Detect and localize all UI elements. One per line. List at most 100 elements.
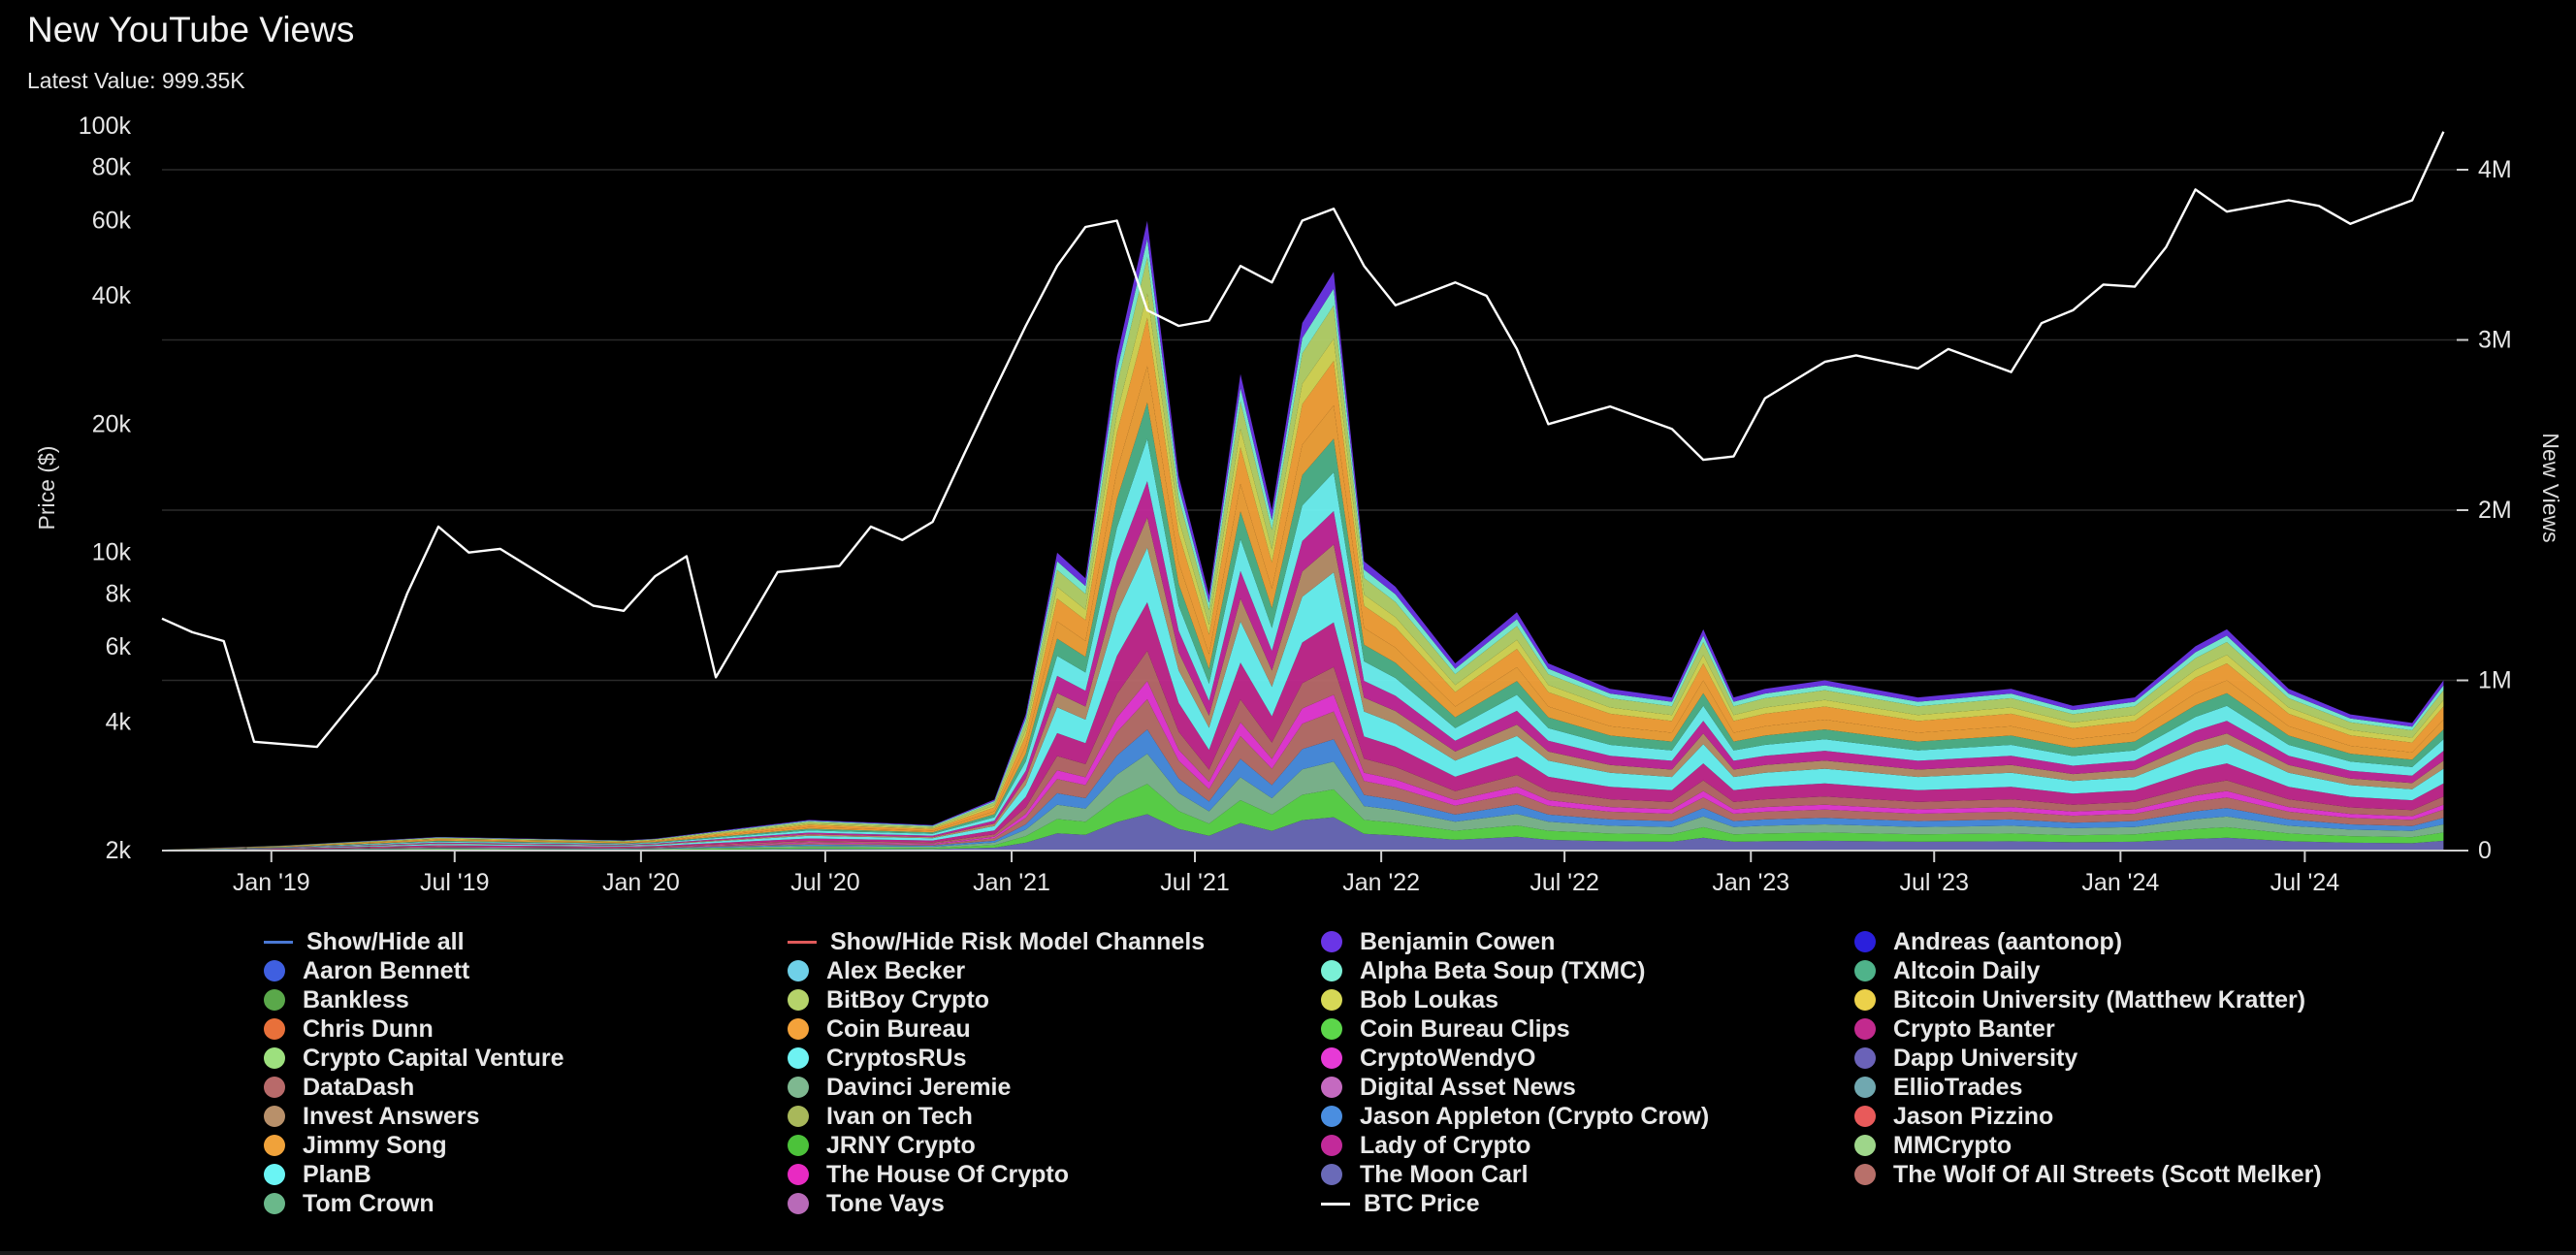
legend-item-the-wolf-of-all-streets-scott-melker[interactable]: The Wolf Of All Streets (Scott Melker) bbox=[1854, 1160, 2322, 1189]
legend-item-lady-of-crypto[interactable]: Lady of Crypto bbox=[1321, 1131, 1530, 1160]
legend-item-datadash[interactable]: DataDash bbox=[264, 1073, 414, 1102]
legend-item-show-hide-all[interactable]: Show/Hide all bbox=[264, 927, 465, 956]
x-tick-label: Jul '24 bbox=[2270, 869, 2340, 896]
legend-item-dapp-university[interactable]: Dapp University bbox=[1854, 1044, 2077, 1073]
legend-item-davinci-jeremie[interactable]: Davinci Jeremie bbox=[788, 1073, 1011, 1102]
x-tick-label: Jan '20 bbox=[602, 869, 680, 896]
legend-item-the-moon-carl[interactable]: The Moon Carl bbox=[1321, 1160, 1529, 1189]
legend-dot-icon bbox=[788, 989, 809, 1011]
x-axis: Jan '19 Jul '19 Jan '20 Jul '20 Jan '21 Jul '… bbox=[162, 850, 2457, 896]
area-cryptowendyo[interactable] bbox=[162, 681, 2444, 851]
legend-item-crypto-banter[interactable]: Crypto Banter bbox=[1854, 1014, 2055, 1044]
legend-item-cryptosrus[interactable]: CryptosRUs bbox=[788, 1044, 966, 1073]
legend-item-alex-becker[interactable]: Alex Becker bbox=[788, 956, 965, 985]
legend-item-andreas-aantonop[interactable]: Andreas (aantonop) bbox=[1854, 927, 2122, 956]
legend-item-jrny-crypto[interactable]: JRNY Crypto bbox=[788, 1131, 976, 1160]
legend-label: Coin Bureau bbox=[826, 1014, 971, 1043]
legend-dot-icon bbox=[788, 1135, 809, 1156]
area-jason-appleton-crypto-crow-[interactable] bbox=[162, 729, 2444, 851]
legend-item-invest-answers[interactable]: Invest Answers bbox=[264, 1102, 479, 1131]
legend-item-alpha-beta-soup-txmc[interactable]: Alpha Beta Soup (TXMC) bbox=[1321, 956, 1645, 985]
legend-label: Benjamin Cowen bbox=[1360, 927, 1556, 955]
legend-item-jason-pizzino[interactable]: Jason Pizzino bbox=[1854, 1102, 2053, 1131]
y-right-tick-label: 4M bbox=[2478, 156, 2512, 183]
legend-item-cryptowendyo[interactable]: CryptoWendyO bbox=[1321, 1044, 1536, 1073]
y-left-tick-label: 80k bbox=[92, 154, 132, 181]
legend-label: Chris Dunn bbox=[303, 1014, 434, 1043]
legend-label: Coin Bureau Clips bbox=[1360, 1014, 1570, 1043]
area-benjamin-cowen[interactable] bbox=[162, 220, 2444, 851]
area-lady-of-crypto[interactable] bbox=[162, 481, 2444, 851]
legend-item-show-hide-risk-model-channels[interactable]: Show/Hide Risk Model Channels bbox=[788, 927, 1205, 956]
area-coin-bureau[interactable] bbox=[162, 317, 2444, 851]
x-tick-label: Jan '22 bbox=[1342, 869, 1420, 896]
latest-value-label: Latest Value: 999.35K bbox=[27, 68, 245, 93]
legend-item-bitcoin-university-matthew-kratter[interactable]: Bitcoin University (Matthew Kratter) bbox=[1854, 985, 2305, 1014]
area-bob-loukas[interactable] bbox=[162, 293, 2444, 851]
legend-label: Bitcoin University (Matthew Kratter) bbox=[1893, 985, 2306, 1014]
legend-dot-icon bbox=[1854, 1135, 1876, 1156]
legend-label: BitBoy Crypto bbox=[826, 985, 990, 1014]
legend-item-btc-price[interactable]: BTC Price bbox=[1321, 1189, 1479, 1218]
legend-dot-icon bbox=[1321, 1135, 1342, 1156]
legend-item-coin-bureau-clips[interactable]: Coin Bureau Clips bbox=[1321, 1014, 1570, 1044]
area-crypto-banter[interactable] bbox=[162, 602, 2444, 851]
area-altcoin-daily[interactable] bbox=[162, 402, 2444, 851]
area-coin-bureau-clips[interactable] bbox=[162, 784, 2444, 851]
legend-item-ivan-on-tech[interactable]: Ivan on Tech bbox=[788, 1102, 973, 1131]
btc-price-path[interactable] bbox=[161, 131, 2445, 749]
y-left-tick-label: 4k bbox=[106, 709, 132, 736]
legend-item-bob-loukas[interactable]: Bob Loukas bbox=[1321, 985, 1498, 1014]
legend-item-jimmy-song[interactable]: Jimmy Song bbox=[264, 1131, 447, 1160]
legend-label: Ivan on Tech bbox=[826, 1102, 973, 1130]
legend-item-planb[interactable]: PlanB bbox=[264, 1160, 371, 1189]
stacked-views-areas[interactable] bbox=[162, 220, 2444, 852]
x-tick-label: Jul '22 bbox=[1530, 869, 1598, 896]
legend-dot-icon bbox=[264, 1077, 285, 1098]
chart-svg[interactable]: Jan '19 Jul '19 Jan '20 Jul '20 Jan '21 Jul '… bbox=[0, 0, 2576, 921]
legend-item-altcoin-daily[interactable]: Altcoin Daily bbox=[1854, 956, 2040, 985]
legend-item-tone-vays[interactable]: Tone Vays bbox=[788, 1189, 945, 1218]
legend-item-benjamin-cowen[interactable]: Benjamin Cowen bbox=[1321, 927, 1555, 956]
legend-item-bitboy-crypto[interactable]: BitBoy Crypto bbox=[788, 985, 989, 1014]
legend-item-tom-crown[interactable]: Tom Crown bbox=[264, 1189, 435, 1218]
legend-item-the-house-of-crypto[interactable]: The House Of Crypto bbox=[788, 1160, 1069, 1189]
legend-label: Altcoin Daily bbox=[1893, 956, 2041, 984]
legend-item-mmcrypto[interactable]: MMCrypto bbox=[1854, 1131, 2012, 1160]
legend-dot-icon bbox=[1321, 1106, 1342, 1127]
area-the-wolf-of-all-streets-scott-melker-[interactable] bbox=[162, 698, 2444, 851]
area-alpha-beta-soup-txmc-[interactable] bbox=[162, 239, 2444, 851]
legend-label: Tone Vays bbox=[826, 1189, 945, 1217]
y-left-tick-label: 40k bbox=[92, 282, 132, 309]
y-left-tick-label: 20k bbox=[92, 410, 132, 437]
legend-item-bankless[interactable]: Bankless bbox=[264, 985, 409, 1014]
legend-item-crypto-capital-venture[interactable]: Crypto Capital Venture bbox=[264, 1044, 564, 1073]
legend-line-icon bbox=[264, 940, 293, 944]
area-davinci-jeremie[interactable] bbox=[162, 754, 2444, 851]
area-invest-answers[interactable] bbox=[162, 517, 2444, 851]
legend-item-jason-appleton-crypto-crow[interactable]: Jason Appleton (Crypto Crow) bbox=[1321, 1102, 1709, 1131]
legend-label: The House Of Crypto bbox=[826, 1160, 1070, 1188]
legend-dot-icon bbox=[264, 1047, 285, 1069]
legend-item-elliotrades[interactable]: EllioTrades bbox=[1854, 1073, 2022, 1102]
btc-price-line[interactable] bbox=[161, 131, 2445, 749]
legend-item-coin-bureau[interactable]: Coin Bureau bbox=[788, 1014, 971, 1044]
x-tick-label: Jan '23 bbox=[1712, 869, 1789, 896]
area-jimmy-song[interactable] bbox=[162, 366, 2444, 851]
area-cryptosrus[interactable] bbox=[162, 438, 2444, 851]
area-planb[interactable] bbox=[162, 547, 2444, 851]
area-bitboy-crypto[interactable] bbox=[162, 257, 2444, 851]
x-tick-label: Jul '21 bbox=[1160, 869, 1229, 896]
legend-item-aaron-bennett[interactable]: Aaron Bennett bbox=[264, 956, 469, 985]
legend-dot-icon bbox=[264, 1106, 285, 1127]
legend-label: The Wolf Of All Streets (Scott Melker) bbox=[1893, 1160, 2322, 1188]
legend-label: PlanB bbox=[303, 1160, 371, 1188]
legend-label: Bankless bbox=[303, 985, 409, 1014]
legend-label: JRNY Crypto bbox=[826, 1131, 976, 1159]
legend-label: Jason Pizzino bbox=[1893, 1102, 2054, 1130]
area-the-moon-carl[interactable] bbox=[162, 814, 2444, 852]
legend-item-chris-dunn[interactable]: Chris Dunn bbox=[264, 1014, 434, 1044]
legend-item-digital-asset-news[interactable]: Digital Asset News bbox=[1321, 1073, 1576, 1102]
area-datadash[interactable] bbox=[162, 651, 2444, 851]
legend-dot-icon bbox=[1321, 1018, 1342, 1040]
